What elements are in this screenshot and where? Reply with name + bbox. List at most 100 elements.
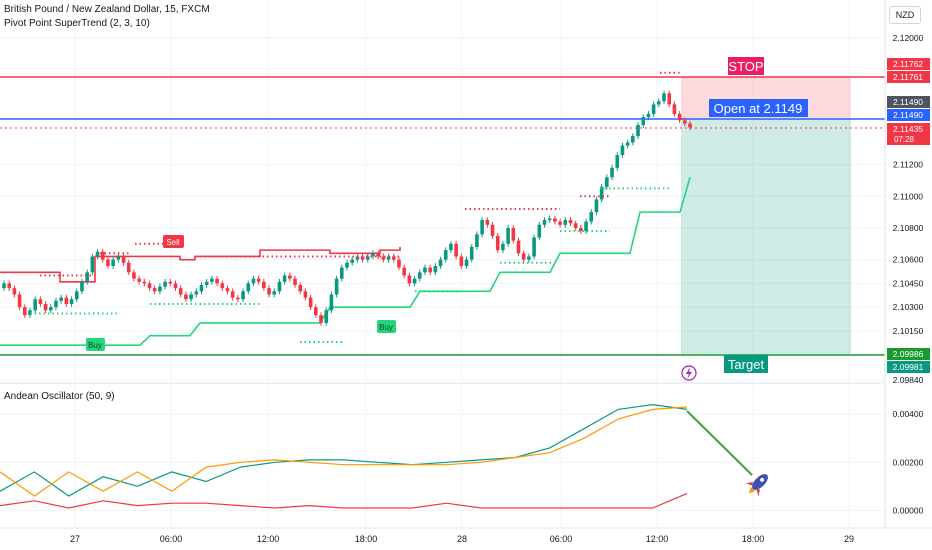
candle-body <box>308 297 313 308</box>
svg-text:Sell: Sell <box>166 238 180 247</box>
candle-body <box>615 155 620 168</box>
time-tick-label: 18:00 <box>355 534 378 544</box>
candle-body <box>293 278 297 285</box>
svg-text:2.11435: 2.11435 <box>893 124 923 134</box>
candle-body <box>412 278 417 284</box>
candle-body <box>163 281 167 287</box>
oscillator-tick-label: 0.00400 <box>893 409 924 419</box>
grid <box>0 0 885 528</box>
buy-label-1: Buy <box>86 338 105 351</box>
candle-body <box>371 253 375 257</box>
candle-body <box>459 256 464 266</box>
svg-text:2.09981: 2.09981 <box>893 362 924 372</box>
symbol-title[interactable]: British Pound / New Zealand Dollar, 15, … <box>4 4 210 15</box>
candle-body <box>651 104 656 114</box>
candle-body <box>210 278 214 282</box>
buy-label-2: Buy <box>377 320 396 333</box>
candle-body <box>199 284 204 292</box>
supertrend-red-line <box>0 246 401 283</box>
time-tick-label: 06:00 <box>550 534 573 544</box>
candle-body <box>381 256 386 260</box>
candle-body <box>340 267 344 279</box>
candle-body <box>485 220 490 225</box>
candle-body <box>620 145 625 156</box>
candle-body <box>662 93 666 102</box>
candle-body <box>423 267 427 273</box>
candle-body <box>558 221 562 225</box>
candle-body <box>236 297 240 300</box>
time-tick-label: 27 <box>70 534 80 544</box>
candle-body <box>355 256 360 260</box>
candle-body <box>402 267 406 276</box>
candle-body <box>386 256 391 260</box>
candle-body <box>397 259 401 268</box>
oscillator-tick-label: 0.00200 <box>893 457 924 467</box>
open-label[interactable]: Open at 2.1149 <box>709 99 808 117</box>
oscillator-title[interactable]: Andean Oscillator (50, 9) <box>4 391 115 402</box>
candle-body <box>116 256 121 260</box>
currency-selector[interactable]: NZD <box>889 6 921 24</box>
candle-body <box>126 262 131 273</box>
oscillator-tick-label: 0.00000 <box>893 505 924 515</box>
price-axis[interactable]: 2.12000 2.11200 2.11000 2.10800 2.10600 2.104… <box>893 33 924 385</box>
time-axis[interactable]: 27 06:00 12:00 18:00 28 06:00 12:00 18:00 29 <box>70 534 854 544</box>
candle-body <box>80 281 84 292</box>
pivot-dots <box>30 71 682 343</box>
last-price-badge: 2.11435 07:28 <box>887 123 930 145</box>
candle-body <box>376 253 380 257</box>
candle-body <box>272 291 277 295</box>
candle-body <box>90 256 95 273</box>
svg-text:2.11761: 2.11761 <box>893 72 923 82</box>
candle-body <box>407 275 412 284</box>
candle-body <box>443 250 448 260</box>
candle-body <box>314 307 318 316</box>
candle-body <box>251 278 256 284</box>
candle-body <box>33 299 37 311</box>
candle-body <box>677 113 682 121</box>
candle-body <box>454 243 458 257</box>
candle-body <box>262 281 266 289</box>
indicator-title[interactable]: Pivot Point SuperTrend (2, 3, 10) <box>4 18 150 29</box>
candle-body <box>132 272 136 279</box>
stop-label[interactable]: STOP <box>728 57 764 75</box>
candle-body <box>121 256 126 263</box>
price-tick-label: 2.12000 <box>893 33 924 43</box>
candle-body <box>625 142 630 146</box>
candle-body <box>417 272 422 279</box>
candle-body <box>683 120 687 124</box>
candle-body <box>158 286 162 292</box>
stop-price-badge: 2.11762 2.11761 <box>887 58 930 83</box>
candle-body <box>178 288 183 295</box>
candle-body <box>433 265 438 273</box>
candle-body <box>532 237 536 257</box>
candle-body <box>553 218 557 222</box>
candle-body <box>43 303 48 311</box>
candle-body <box>204 281 209 285</box>
candles <box>2 90 692 326</box>
candle-body <box>168 281 173 284</box>
candle-body <box>64 297 69 304</box>
time-tick-label: 29 <box>844 534 854 544</box>
svg-text:Target: Target <box>728 357 765 372</box>
supertrend-green-line <box>0 177 691 346</box>
price-tick-label: 2.10600 <box>893 255 924 265</box>
time-tick-label: 28 <box>457 534 467 544</box>
candle-body <box>100 251 105 260</box>
svg-text:STOP: STOP <box>728 59 763 74</box>
candle-body <box>241 291 245 300</box>
candle-body <box>111 259 115 266</box>
candle-body <box>542 220 547 225</box>
price-tick-label: 2.11000 <box>893 191 923 201</box>
oscillator-axis[interactable]: 0.00400 0.00200 0.00000 <box>893 409 924 515</box>
candle-body <box>137 278 141 282</box>
candle-body <box>547 218 552 221</box>
svg-text:Buy: Buy <box>88 341 102 350</box>
lightning-icon[interactable] <box>681 365 697 381</box>
candle-body <box>688 123 692 128</box>
candle-body <box>319 315 323 323</box>
candle-body <box>38 299 43 304</box>
price-tick-label: 2.10300 <box>893 302 924 312</box>
target-label[interactable]: Target <box>724 355 768 373</box>
price-tick-label: 2.09840 <box>893 375 924 385</box>
